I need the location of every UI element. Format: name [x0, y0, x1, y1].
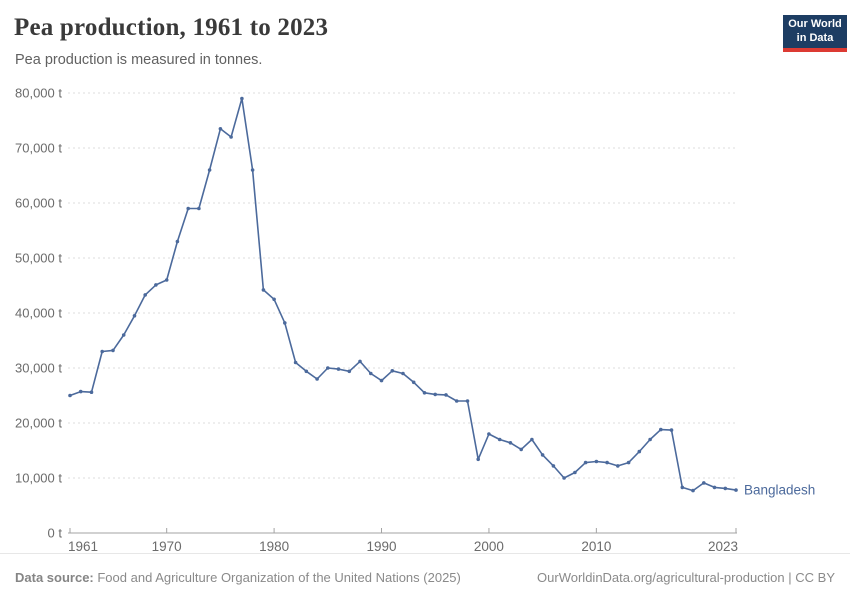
- data-point: [293, 360, 298, 365]
- owid-url-link[interactable]: OurWorldinData.org/agricultural-producti…: [537, 569, 785, 585]
- data-point: [347, 369, 352, 374]
- data-point: [283, 321, 287, 325]
- data-point: [712, 485, 717, 490]
- data-point: [734, 488, 738, 492]
- data-point: [422, 391, 427, 395]
- license-link[interactable]: CC BY: [795, 569, 835, 585]
- data-point: [519, 447, 523, 452]
- data-point: [723, 486, 728, 491]
- y-tick-label-70000: 70,000 t: [15, 141, 62, 156]
- data-point: [379, 378, 384, 383]
- y-tick-label-30000: 30,000 t: [15, 361, 62, 376]
- x-tick-label-1970: 1970: [152, 539, 182, 553]
- data-point: [573, 470, 577, 475]
- data-point: [369, 371, 373, 376]
- owid-logo-line1: Our World: [788, 17, 842, 30]
- data-point: [594, 459, 599, 464]
- y-tick-label-80000: 80,000 t: [15, 86, 62, 101]
- data-point: [444, 393, 448, 397]
- data-point: [240, 96, 244, 101]
- data-point: [132, 314, 137, 318]
- page-subtitle: Pea production is measured in tonnes.: [15, 52, 263, 68]
- data-point: [272, 297, 276, 302]
- data-point: [154, 283, 158, 287]
- data-point: [487, 432, 491, 436]
- data-point: [186, 206, 190, 211]
- data-point: [78, 389, 83, 394]
- y-tick-label-20000: 20,000 t: [15, 416, 62, 431]
- data-point: [540, 453, 545, 457]
- data-point: [336, 367, 341, 371]
- data-point: [476, 457, 481, 462]
- line-chart: 0 t 10,000 t 20,000 t 30,000 t 40,000 t 50,00…: [15, 86, 815, 554]
- data-source-note: Data source: Food and Agriculture Organi…: [15, 570, 461, 585]
- data-point: [89, 390, 94, 395]
- data-point: [390, 369, 395, 373]
- data-point: [304, 369, 309, 374]
- data-point: [530, 437, 534, 442]
- footer-links: OurWorldinData.org/agricultural-producti…: [537, 570, 835, 585]
- y-tick-label-0: 0 t: [48, 526, 63, 541]
- data-point: [218, 127, 223, 131]
- data-point: [616, 464, 620, 468]
- data-point: [358, 359, 362, 364]
- data-point: [164, 278, 169, 282]
- data-point: [702, 481, 706, 485]
- y-tick-label-10000: 10,000 t: [15, 471, 62, 486]
- data-point: [229, 135, 233, 139]
- chart-footer: Data source: Food and Agriculture Organi…: [0, 553, 850, 600]
- data-point: [111, 348, 115, 353]
- data-point: [605, 460, 609, 465]
- page-title: Pea production, 1961 to 2023: [14, 14, 329, 41]
- data-source-text: Food and Agriculture Organization of the…: [93, 569, 461, 585]
- data-point: [401, 371, 405, 376]
- data-point: [121, 333, 126, 337]
- data-point: [143, 293, 147, 297]
- data-source-label: Data source:: [15, 569, 94, 585]
- y-tick-label-60000: 60,000 t: [15, 196, 62, 211]
- data-point: [250, 168, 255, 172]
- data-point: [175, 239, 180, 244]
- data-point: [626, 460, 631, 465]
- data-point: [261, 288, 266, 292]
- data-point: [669, 428, 674, 432]
- x-tick-label-2010: 2010: [581, 539, 611, 553]
- data-point: [100, 349, 104, 354]
- data-point: [433, 392, 438, 397]
- x-tick-label-2000: 2000: [474, 539, 504, 553]
- footer-separator: |: [784, 569, 796, 585]
- data-point: [562, 476, 566, 480]
- data-point: [508, 441, 513, 445]
- data-point: [583, 460, 588, 465]
- x-tick-label-1980: 1980: [259, 539, 289, 553]
- y-tick-label-40000: 40,000 t: [15, 306, 62, 321]
- data-point: [197, 206, 201, 211]
- data-point: [551, 464, 556, 468]
- data-point: [454, 399, 459, 403]
- data-point: [465, 399, 470, 403]
- x-tick-label-1961: 1961: [68, 539, 98, 553]
- data-point: [497, 437, 502, 442]
- data-point: [68, 393, 72, 398]
- owid-logo[interactable]: Our World in Data: [783, 15, 847, 52]
- x-tick-label-1990: 1990: [366, 539, 396, 553]
- x-tick-label-2023: 2023: [708, 539, 738, 553]
- data-point: [680, 485, 685, 490]
- data-point: [207, 168, 212, 172]
- owid-logo-line2: in Data: [796, 31, 834, 44]
- data-point: [326, 366, 330, 370]
- data-point: [659, 427, 663, 432]
- data-point: [411, 380, 416, 385]
- data-point: [637, 449, 642, 454]
- series-end-label: Bangladesh: [744, 483, 815, 498]
- y-tick-label-50000: 50,000 t: [15, 251, 62, 266]
- data-point: [315, 377, 319, 381]
- data-point: [648, 437, 652, 442]
- series-line-bangladesh: [69, 97, 737, 492]
- data-point: [691, 488, 695, 493]
